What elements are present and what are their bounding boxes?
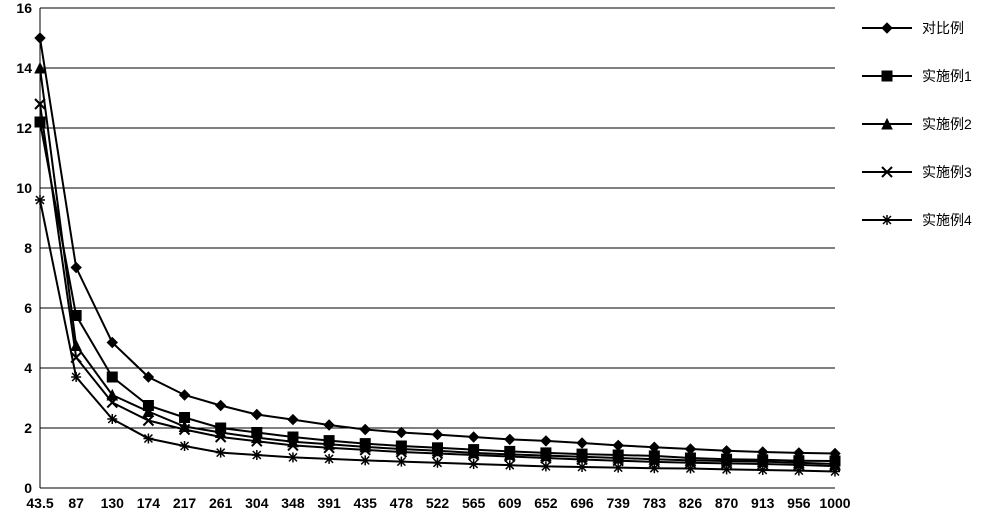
x-tick-label: 739 bbox=[607, 495, 631, 511]
legend-label: 实施例2 bbox=[922, 116, 972, 132]
asterisk-marker bbox=[324, 454, 334, 464]
square-marker bbox=[882, 71, 892, 81]
asterisk-marker bbox=[649, 463, 659, 473]
y-tick-label: 2 bbox=[24, 420, 32, 436]
x-tick-label: 522 bbox=[426, 495, 450, 511]
x-tick-label: 174 bbox=[137, 495, 161, 511]
asterisk-marker bbox=[216, 448, 226, 458]
x-tick-label: 130 bbox=[101, 495, 125, 511]
x-tick-label: 87 bbox=[68, 495, 84, 511]
asterisk-marker bbox=[396, 457, 406, 467]
legend-label: 实施例3 bbox=[922, 164, 972, 180]
asterisk-marker bbox=[541, 461, 551, 471]
asterisk-marker bbox=[685, 464, 695, 474]
y-tick-label: 8 bbox=[24, 240, 32, 256]
x-tick-label: 435 bbox=[354, 495, 378, 511]
asterisk-marker bbox=[722, 464, 732, 474]
x-tick-label: 783 bbox=[643, 495, 667, 511]
asterisk-marker bbox=[758, 465, 768, 475]
y-tick-label: 16 bbox=[16, 0, 32, 16]
x-tick-label: 391 bbox=[317, 495, 341, 511]
x-tick-label: 217 bbox=[173, 495, 197, 511]
legend-label: 实施例4 bbox=[922, 212, 972, 228]
x-tick-label: 1000 bbox=[819, 495, 850, 511]
asterisk-marker bbox=[35, 195, 45, 205]
x-tick-label: 826 bbox=[679, 495, 703, 511]
square-marker bbox=[107, 372, 117, 382]
asterisk-marker bbox=[794, 466, 804, 476]
legend-label: 实施例1 bbox=[922, 68, 972, 84]
x-tick-label: 913 bbox=[751, 495, 775, 511]
x-tick-label: 43.5 bbox=[26, 495, 53, 511]
asterisk-marker bbox=[288, 452, 298, 462]
x-tick-label: 348 bbox=[281, 495, 305, 511]
chart-container: { "chart": { "type": "line", "width": 10… bbox=[0, 0, 1000, 518]
x-tick-label: 870 bbox=[715, 495, 739, 511]
y-tick-label: 12 bbox=[16, 120, 32, 136]
line-chart: 0 2 4 6 8 10 12 14 16 43.5 87 130 174 217 261 304 348 391… bbox=[0, 0, 1000, 518]
x-tick-label: 261 bbox=[209, 495, 233, 511]
asterisk-marker bbox=[433, 458, 443, 468]
asterisk-marker bbox=[613, 463, 623, 473]
x-tick-label: 696 bbox=[570, 495, 594, 511]
asterisk-marker bbox=[252, 450, 262, 460]
x-tick-label: 565 bbox=[462, 495, 486, 511]
asterisk-marker bbox=[71, 372, 81, 382]
asterisk-marker bbox=[107, 414, 117, 424]
asterisk-marker bbox=[830, 467, 840, 477]
asterisk-marker bbox=[360, 455, 370, 465]
y-tick-label: 6 bbox=[24, 300, 32, 316]
x-tick-label: 956 bbox=[787, 495, 811, 511]
y-tick-label: 14 bbox=[16, 60, 32, 76]
asterisk-marker bbox=[505, 460, 515, 470]
asterisk-marker bbox=[882, 215, 892, 225]
asterisk-marker bbox=[577, 462, 587, 472]
y-tick-label: 0 bbox=[24, 480, 32, 496]
x-tick-label: 478 bbox=[390, 495, 414, 511]
legend-label: 对比例 bbox=[922, 20, 964, 36]
x-tick-label: 609 bbox=[498, 495, 522, 511]
asterisk-marker bbox=[180, 441, 190, 451]
y-tick-label: 4 bbox=[24, 360, 32, 376]
x-tick-label: 652 bbox=[534, 495, 558, 511]
asterisk-marker bbox=[469, 459, 479, 469]
x-tick-label: 304 bbox=[245, 495, 269, 511]
y-tick-label: 10 bbox=[16, 180, 32, 196]
asterisk-marker bbox=[143, 434, 153, 444]
